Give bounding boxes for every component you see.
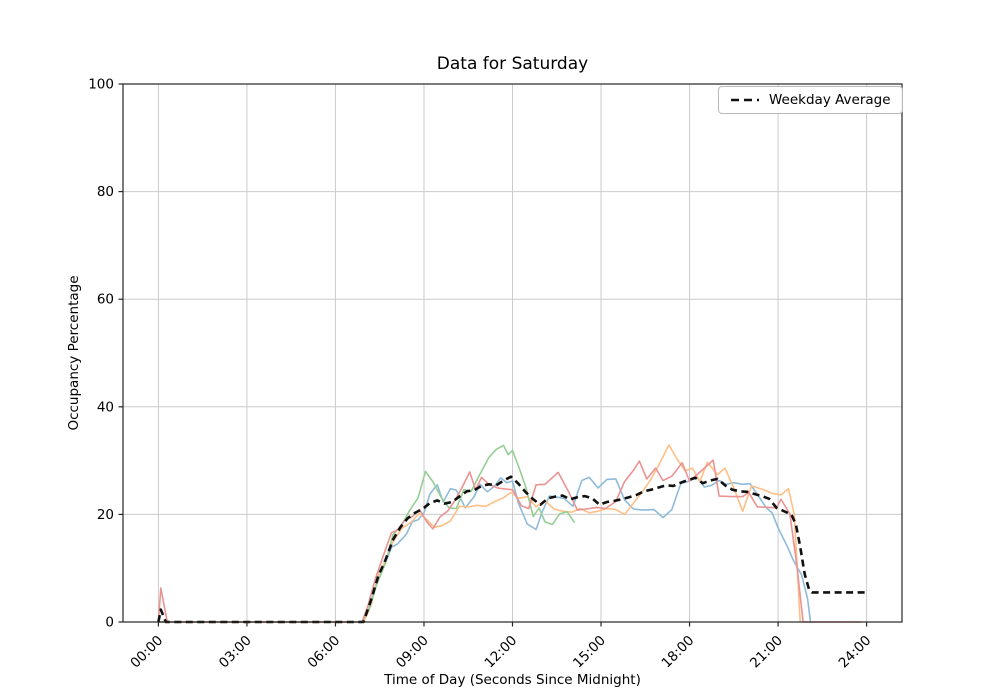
y-tick-label: 40	[97, 399, 114, 415]
x-tick-label: 21:00	[747, 633, 786, 672]
y-tick-label: 0	[105, 615, 114, 631]
y-tick-label: 20	[97, 507, 114, 523]
y-tick-label: 80	[97, 184, 114, 200]
x-tick-label: 12:00	[482, 633, 521, 672]
x-tick-label: 18:00	[659, 633, 698, 672]
series-line-saturday-curve-4	[157, 459, 861, 623]
chart-title: Data for Saturday	[436, 54, 589, 74]
legend-label: Weekday Average	[769, 92, 891, 108]
series-line-saturday-curve-1	[158, 476, 812, 623]
series-line-saturday-curve-2	[158, 444, 801, 623]
x-tick-label: 03:00	[216, 633, 255, 672]
x-tick-label: 09:00	[393, 633, 432, 672]
x-axis-label: Time of Day (Seconds Since Midnight)	[384, 672, 641, 688]
y-tick-label: 60	[97, 292, 114, 308]
series-line-saturday-curve-3	[158, 444, 576, 623]
y-axis-label: Occupancy Percentage	[66, 275, 82, 431]
x-tick-label: 06:00	[304, 633, 343, 672]
x-tick-label: 15:00	[570, 633, 609, 672]
series-line-weekday-average	[157, 475, 867, 624]
legend: Weekday Average	[718, 86, 903, 114]
x-tick-label: 00:00	[127, 633, 166, 672]
dashed-line-sample-icon	[731, 98, 759, 102]
y-tick-label: 100	[88, 77, 114, 93]
x-tick-label: 24:00	[836, 633, 875, 672]
